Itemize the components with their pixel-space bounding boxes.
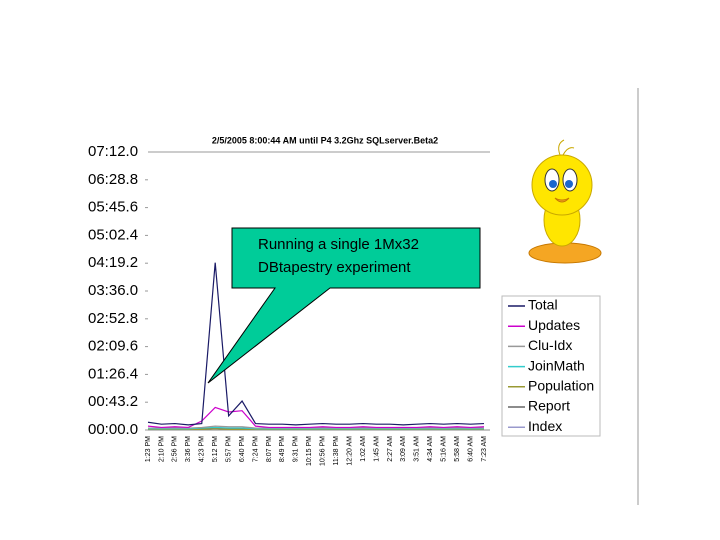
x-tick-label: 6:40 PM xyxy=(239,436,246,462)
x-tick-label: 8:07 PM xyxy=(266,436,273,462)
series-line xyxy=(148,426,484,430)
x-tick-label: 8:49 PM xyxy=(279,436,286,462)
x-tick-label: 4:23 PM xyxy=(199,436,206,462)
legend-label: Report xyxy=(528,398,570,414)
x-tick-label: 2:27 AM xyxy=(387,436,394,462)
y-tick-label: 02:52.8 xyxy=(88,310,138,327)
x-tick-label: 5:16 AM xyxy=(441,436,448,462)
legend-label: Clu-Idx xyxy=(528,337,572,353)
y-tick-label: 05:02.4 xyxy=(88,226,138,243)
y-tick-label: 02:09.6 xyxy=(88,338,138,355)
y-tick-label: 04:19.2 xyxy=(88,254,138,271)
callout xyxy=(207,227,481,384)
legend-label: Population xyxy=(528,378,594,394)
series-line xyxy=(147,406,485,429)
x-tick-label: 1:45 AM xyxy=(373,436,380,462)
x-tick-label: 10:15 PM xyxy=(306,436,313,466)
series-line xyxy=(148,428,484,430)
x-tick-label: 3:36 PM xyxy=(185,436,192,462)
legend-label: JoinMath xyxy=(528,357,585,373)
x-tick-label: 3:09 AM xyxy=(400,436,407,462)
x-tick-label: 5:12 PM xyxy=(212,436,219,462)
x-tick-label: 7:23 AM xyxy=(481,436,488,462)
x-tick-label: 3:51 AM xyxy=(414,436,421,462)
x-tick-label: 9:31 PM xyxy=(293,436,300,462)
chart-title: 2/5/2005 8:00:44 AM until P4 3.2Ghz SQLs… xyxy=(212,135,438,145)
x-tick-label: 4:34 AM xyxy=(427,436,434,462)
series-line xyxy=(148,425,484,429)
callout-text: DBtapestry experiment xyxy=(258,259,411,276)
y-tick-label: 03:36.0 xyxy=(88,282,138,299)
y-tick-label: 06:28.8 xyxy=(88,171,138,188)
x-tick-label: 2:10 PM xyxy=(158,436,165,462)
y-tick-label: 07:12.0 xyxy=(88,143,138,160)
y-tick-label: 05:45.6 xyxy=(88,199,138,216)
x-tick-label: 7:24 PM xyxy=(252,436,259,462)
x-tick-label: 12:20 AM xyxy=(346,436,353,466)
x-tick-label: 2:56 PM xyxy=(172,436,179,462)
callout-text: Running a single 1Mx32 xyxy=(258,236,419,253)
x-tick-label: 1:23 PM xyxy=(145,436,152,462)
x-tick-label: 10:56 PM xyxy=(320,436,327,466)
x-tick-label: 5:57 PM xyxy=(225,436,232,462)
x-tick-label: 5:58 AM xyxy=(454,436,461,462)
y-tick-label: 01:26.4 xyxy=(88,365,138,382)
legend-label: Index xyxy=(528,418,562,434)
y-tick-label: 00:00.0 xyxy=(88,421,138,438)
tweety-illustration xyxy=(528,139,602,264)
x-tick-label: 6:40 AM xyxy=(467,436,474,462)
legend-label: Total xyxy=(528,297,558,313)
legend-label: Updates xyxy=(528,317,580,333)
x-tick-label: 1:02 AM xyxy=(360,436,367,462)
x-tick-label: 11:38 PM xyxy=(333,436,340,466)
series-line xyxy=(147,262,485,426)
y-tick-label: 00:43.2 xyxy=(88,393,138,410)
